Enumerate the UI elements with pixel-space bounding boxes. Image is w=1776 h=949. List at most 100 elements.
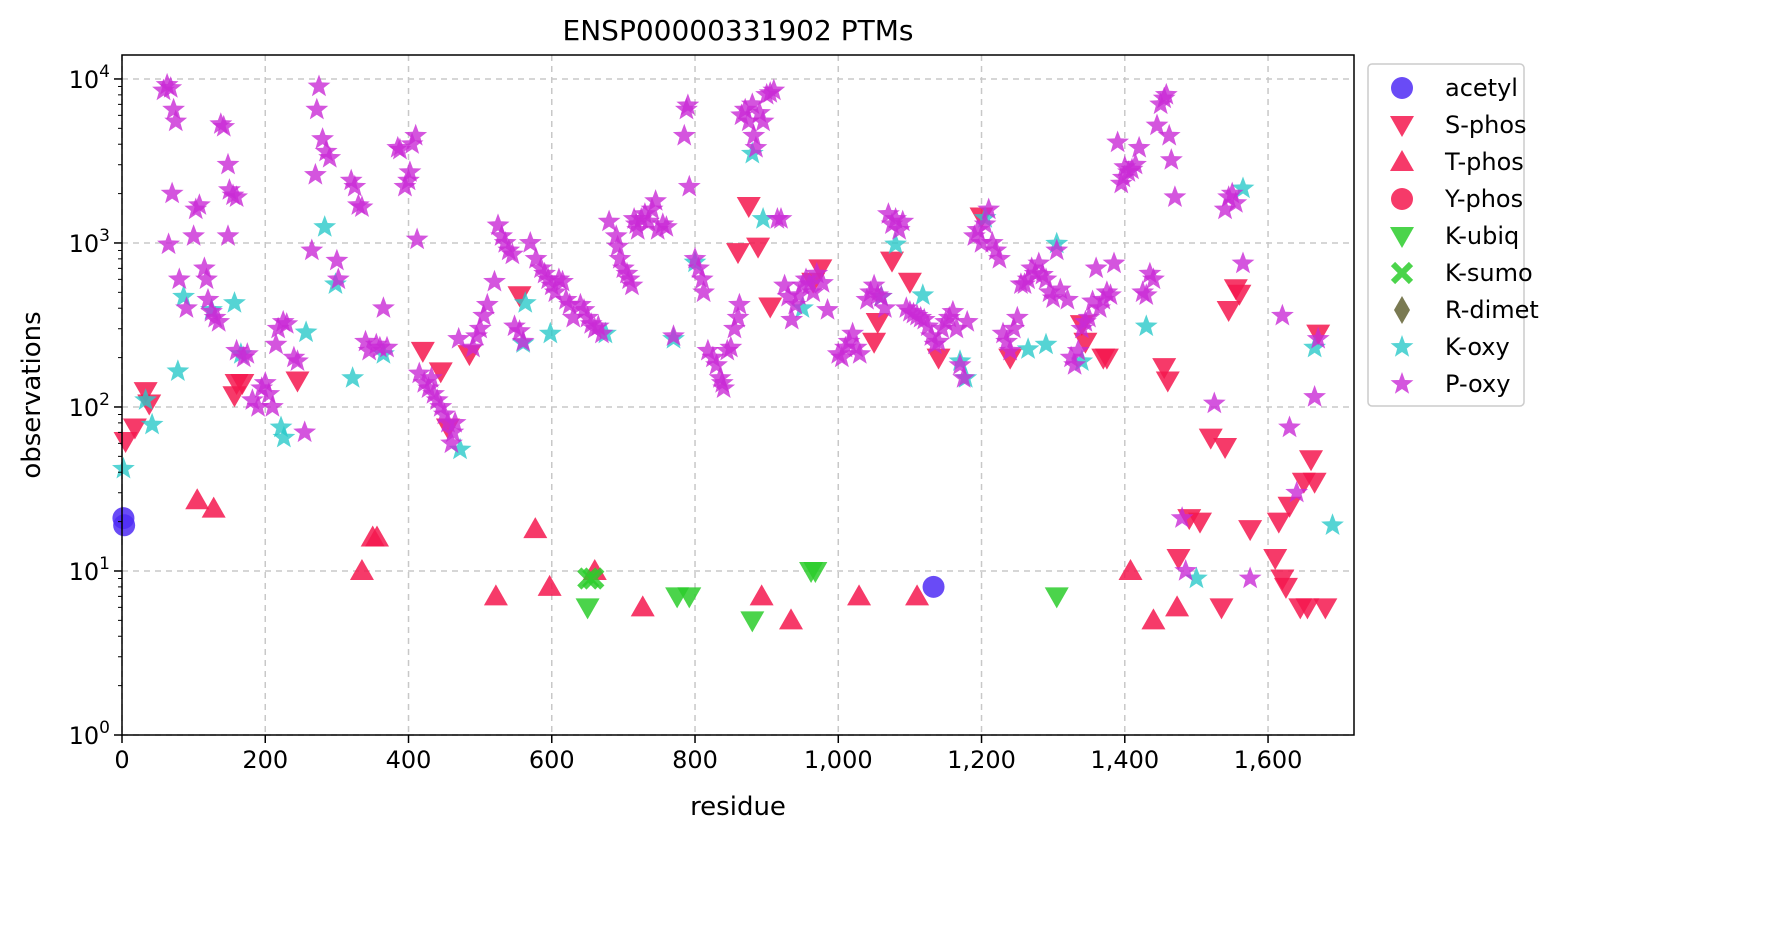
data-point <box>912 307 936 330</box>
data-point <box>630 595 655 617</box>
legend-label: K-oxy <box>1445 333 1510 361</box>
data-point <box>493 231 517 253</box>
data-point <box>314 139 338 162</box>
data-point <box>207 309 231 332</box>
data-point <box>428 362 453 384</box>
data-point <box>880 251 904 273</box>
data-point <box>200 299 223 322</box>
data-point <box>577 567 600 590</box>
data-point <box>884 232 907 255</box>
data-point <box>554 287 578 310</box>
data-point <box>848 342 872 364</box>
data-point <box>313 215 337 237</box>
data-point <box>617 267 641 290</box>
data-point <box>779 608 804 630</box>
plot-frame <box>121 54 1355 736</box>
data-point <box>543 280 567 303</box>
data-point <box>475 292 499 315</box>
data-point <box>927 329 950 352</box>
data-point <box>740 92 764 115</box>
data-point <box>1278 415 1301 438</box>
data-point <box>397 168 420 191</box>
data-point <box>468 316 492 339</box>
data-point <box>620 273 644 296</box>
data-point <box>705 353 728 375</box>
legend-label: K-ubiq <box>1445 222 1519 250</box>
data-point <box>991 321 1015 344</box>
data-point <box>626 218 650 240</box>
data-point <box>751 109 775 132</box>
legend-item: R-dimet <box>1394 296 1539 324</box>
data-point <box>941 299 965 322</box>
data-point <box>1138 261 1162 284</box>
data-point <box>726 243 750 265</box>
data-point <box>140 412 164 435</box>
data-point <box>307 74 331 97</box>
data-point <box>606 234 630 257</box>
data-point <box>203 305 227 328</box>
y-tick-base: 10 <box>69 66 100 94</box>
data-point <box>1198 428 1223 450</box>
data-point <box>576 305 599 328</box>
data-point <box>662 324 685 346</box>
data-point <box>441 420 465 443</box>
x-tick-label: 1,200 <box>947 746 1016 774</box>
data-point <box>1273 577 1298 599</box>
data-point <box>762 78 786 101</box>
data-point <box>1073 332 1098 354</box>
data-point <box>513 291 537 313</box>
data-point <box>524 246 548 269</box>
legend-item: acetyl <box>1391 74 1518 102</box>
data-point <box>728 292 751 315</box>
data-point <box>432 402 456 425</box>
data-point <box>1216 301 1241 323</box>
data-point <box>615 261 639 284</box>
data-point <box>293 420 317 443</box>
data-point <box>1157 123 1181 146</box>
data-point <box>787 283 811 305</box>
data-point <box>742 123 766 146</box>
data-point <box>164 109 188 132</box>
data-point <box>897 272 922 294</box>
data-point <box>751 207 775 229</box>
data-point <box>1155 371 1180 393</box>
data-point <box>420 366 443 388</box>
data-point <box>1102 251 1126 274</box>
data-points <box>112 72 1344 633</box>
data-point <box>723 316 746 339</box>
data-point <box>1094 348 1119 370</box>
series-S-phos <box>113 197 1338 620</box>
legend-marker <box>1394 296 1410 324</box>
data-point <box>746 237 771 259</box>
data-point <box>869 284 893 307</box>
data-point <box>1209 598 1234 620</box>
data-point <box>1231 251 1255 274</box>
data-point <box>461 335 485 358</box>
data-point <box>175 296 198 318</box>
data-point <box>690 267 714 290</box>
data-point <box>304 162 327 185</box>
data-point <box>443 410 467 433</box>
data-point <box>536 267 560 290</box>
series-P-oxy <box>152 72 1330 589</box>
y-tick-base: 10 <box>69 230 100 258</box>
data-point <box>1263 549 1288 571</box>
y-tick-base: 10 <box>69 394 100 422</box>
data-point <box>343 174 367 197</box>
data-point <box>1313 598 1338 620</box>
legend-label: acetyl <box>1445 74 1518 102</box>
data-point <box>696 338 720 361</box>
data-point <box>862 273 886 296</box>
x-tick-label: 400 <box>386 746 432 774</box>
data-point <box>1152 358 1177 380</box>
data-point <box>995 329 1018 352</box>
data-point <box>973 212 997 234</box>
data-point <box>558 292 582 315</box>
data-point <box>405 227 429 250</box>
data-point <box>920 324 943 346</box>
data-point <box>740 611 765 633</box>
data-point <box>1271 303 1294 326</box>
data-point <box>677 174 701 197</box>
data-point <box>162 97 185 120</box>
data-point <box>894 296 918 318</box>
